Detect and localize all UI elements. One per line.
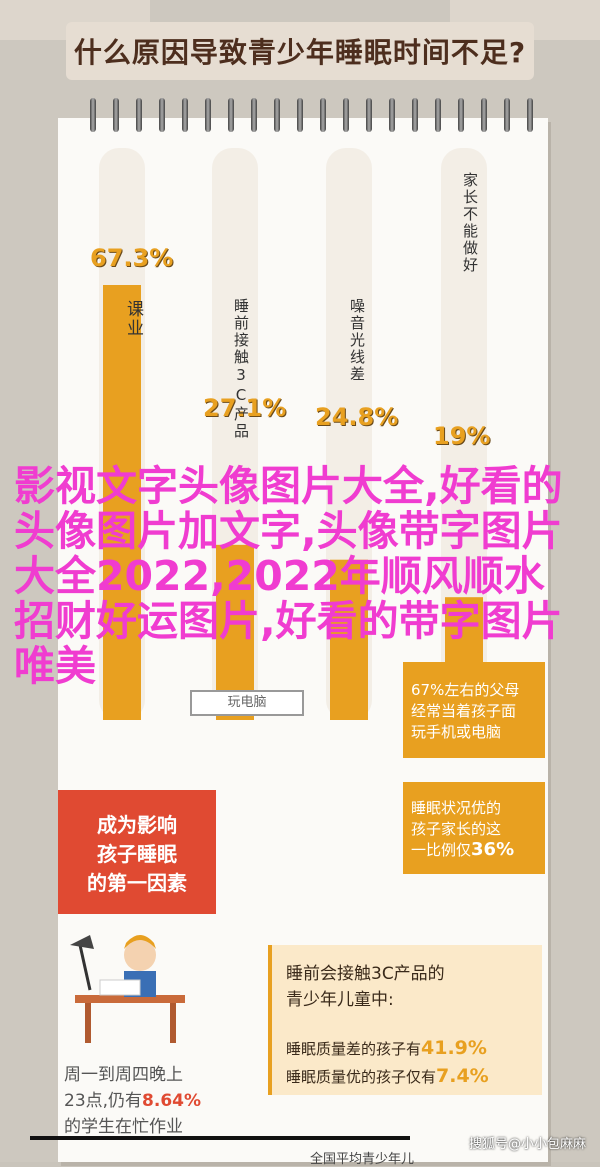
note-line: 孩子家长的这 xyxy=(411,819,502,838)
ring-icon xyxy=(527,98,533,132)
divider xyxy=(30,1136,410,1140)
ring-icon xyxy=(228,98,234,132)
note-line: 成为影响 xyxy=(97,812,177,837)
poor-sleep-row: 睡眠质量差的孩子有41.9% xyxy=(286,1037,487,1059)
note-title: 睡前会接触3C产品的 青少年儿童中: xyxy=(286,964,445,1010)
overlay-caption: 影视文字头像图片大全,好看的头像图片加文字,头像带字图片大全2022,2022年… xyxy=(14,462,563,690)
ring-icon xyxy=(412,98,418,132)
note-line: 玩手机或电脑 xyxy=(411,722,502,741)
notebook-rings xyxy=(90,98,560,138)
category-label-1: 课业 xyxy=(123,300,143,338)
student-illustration xyxy=(70,935,185,1043)
category-label-3: 噪音光线差 xyxy=(348,298,366,383)
note-line: 睡眠状况优的 xyxy=(411,798,502,817)
value-label-4: 19% xyxy=(433,422,491,450)
parents-phone-note: 67%左右的父母 经常当着孩子面 玩手机或电脑 xyxy=(403,662,545,758)
ring-icon xyxy=(159,98,165,132)
note-line: 67%左右的父母 xyxy=(411,680,520,699)
ring-icon xyxy=(113,98,119,132)
ring-icon xyxy=(481,98,487,132)
note-line: 一比例仅36% xyxy=(411,838,515,860)
note-line: 的第一因素 xyxy=(87,870,187,895)
value-label-2: 27.1% xyxy=(203,394,287,422)
ring-icon xyxy=(458,98,464,132)
category-label-2: 睡前接触3C产品 xyxy=(232,298,250,440)
good-sleep-row: 睡眠质量优的孩子仅有7.4% xyxy=(286,1065,489,1087)
parents-ratio-note: 睡眠状况优的 孩子家长的这 一比例仅36% xyxy=(403,782,545,874)
bar-3 xyxy=(330,559,368,720)
value-label-3: 24.8% xyxy=(315,403,399,431)
ring-icon xyxy=(205,98,211,132)
bar-1 xyxy=(103,285,141,720)
homework-note: 周一到周四晚上 23点,仍有8.64% 的学生在忙作业 xyxy=(64,1065,202,1137)
ring-icon xyxy=(90,98,96,132)
partial-label: 玩电脑 xyxy=(190,690,304,716)
ring-icon xyxy=(366,98,372,132)
page-title: 什么原因导致青少年睡眠时间不足? xyxy=(66,22,534,80)
ring-icon xyxy=(320,98,326,132)
first-factor-note: 成为影响 孩子睡眠 的第一因素 xyxy=(58,790,216,914)
ring-icon xyxy=(435,98,441,132)
ring-icon xyxy=(136,98,142,132)
3c-products-note: 睡前会接触3C产品的 青少年儿童中: 睡眠质量差的孩子有41.9% 睡眠质量优的… xyxy=(268,945,542,1095)
ring-icon xyxy=(251,98,257,132)
watermark: 搜狐号@小小包麻麻 xyxy=(468,1137,586,1152)
ring-icon xyxy=(343,98,349,132)
value-label-1: 67.3% xyxy=(90,244,174,272)
category-label-4: 家长不能做好 xyxy=(461,172,479,274)
note-line: 孩子睡眠 xyxy=(97,841,177,866)
ring-icon xyxy=(504,98,510,132)
note-line: 经常当着孩子面 xyxy=(411,701,517,720)
ring-icon xyxy=(274,98,280,132)
ring-icon xyxy=(389,98,395,132)
bar-track xyxy=(441,148,487,720)
bottom-partial-text: 全国平均青少年儿 xyxy=(310,1152,415,1167)
ring-icon xyxy=(182,98,188,132)
ring-icon xyxy=(297,98,303,132)
